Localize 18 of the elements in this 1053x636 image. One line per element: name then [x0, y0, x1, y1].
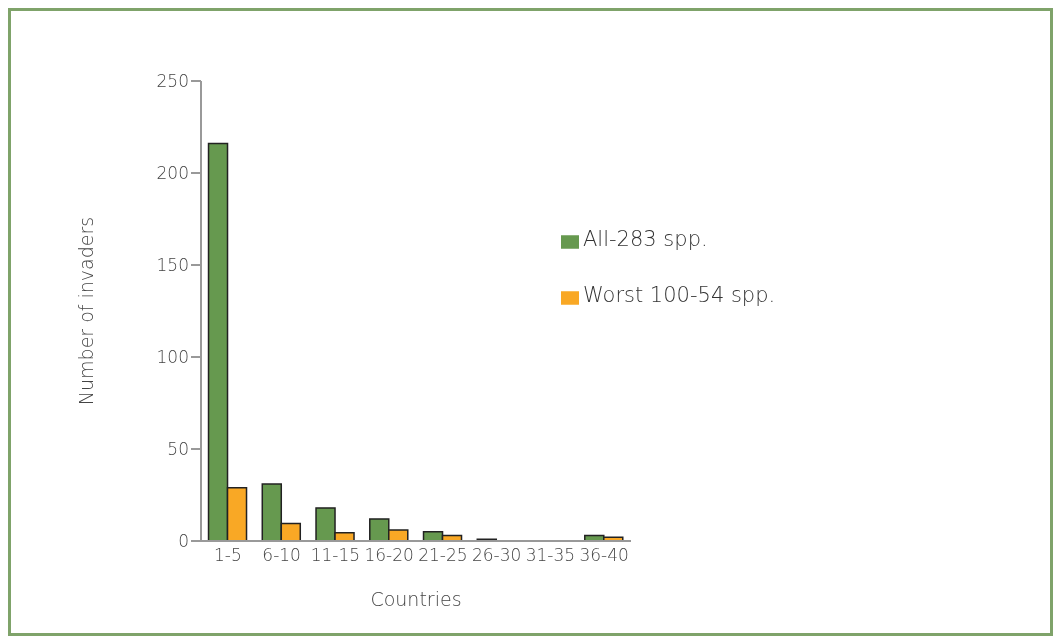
- y-axis-title: Number of invaders: [74, 216, 97, 406]
- x-tick-label: 21-25: [418, 545, 468, 566]
- y-tick-label: 150: [156, 255, 189, 276]
- legend-label: Worst 100-54 spp.: [583, 283, 776, 307]
- y-tick-label: 50: [167, 439, 189, 460]
- y-tick-label: 200: [156, 163, 189, 184]
- x-tick-label: 11-15: [310, 545, 361, 566]
- x-tick-label: 31-35: [525, 545, 576, 566]
- x-tick-label: 26-30: [471, 545, 522, 566]
- y-tick-label: 250: [156, 71, 189, 92]
- x-tick-label: 1-5: [213, 545, 242, 566]
- x-axis-title: Countries: [370, 588, 462, 610]
- legend-label: All-283 spp.: [583, 227, 708, 251]
- y-tick-label: 100: [156, 347, 189, 368]
- x-tick-label: 16-20: [364, 545, 414, 566]
- x-tick-label: 6-10: [262, 545, 301, 566]
- x-tick-label: 36-40: [579, 545, 629, 566]
- y-tick-label: 0: [178, 531, 189, 552]
